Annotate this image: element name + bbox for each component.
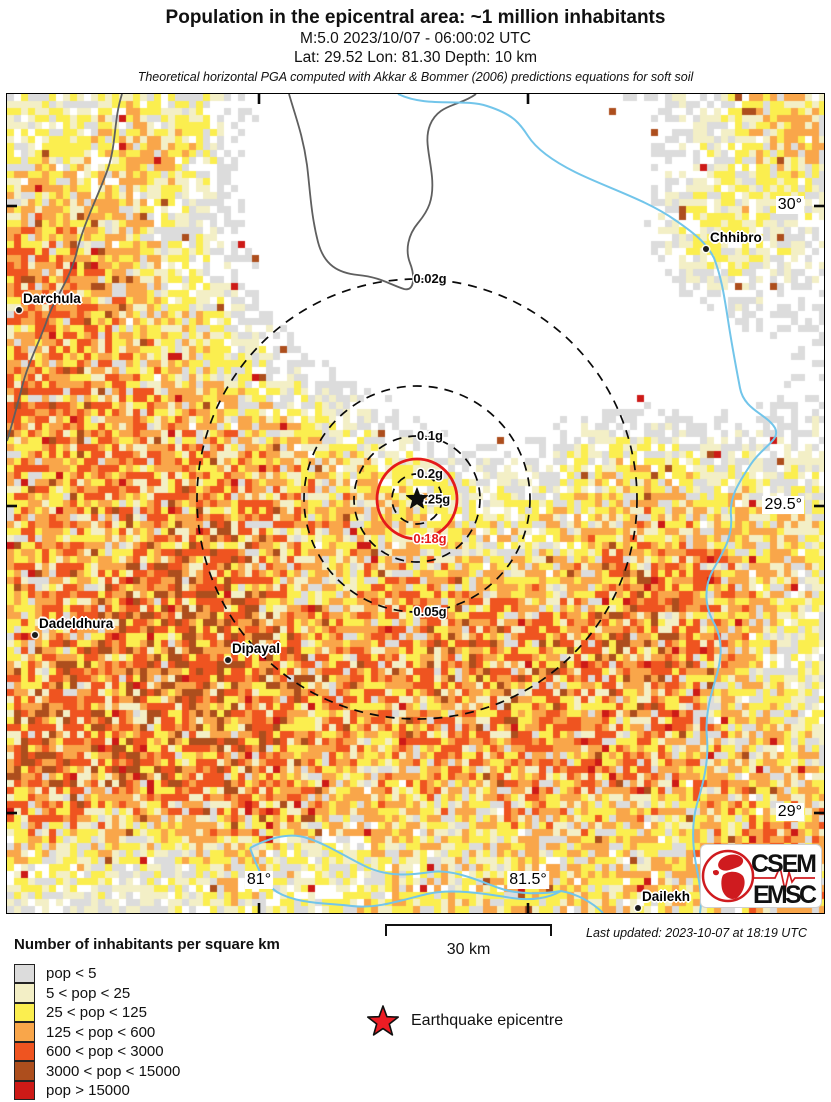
lon-label-81.5°: 81.5° — [507, 871, 549, 889]
legend-swatch — [14, 1080, 35, 1100]
city-dot-dadeldhura — [32, 632, 38, 638]
pga-ring-0.1g — [353, 435, 481, 563]
legend-title: Number of inhabitants per square km — [14, 936, 280, 953]
epicentre-label: Earthquake epicentre — [411, 1012, 564, 1029]
legend-swatch — [14, 1002, 35, 1022]
logo-globe-europe — [718, 854, 744, 871]
river-south-outlet — [560, 890, 604, 913]
lat-label-29°: 29° — [775, 803, 804, 821]
population-legend: Number of inhabitants per square km pop … — [14, 936, 280, 1101]
legend-swatch — [14, 1061, 35, 1081]
event-location: Lat: 29.52 Lon: 81.30 Depth: 10 km — [293, 48, 537, 66]
scale-bar-label: 30 km — [446, 941, 491, 958]
legend-label: 125 < pop < 600 — [46, 1023, 156, 1041]
last-updated-text: Last updated: 2023-10-07 at 18:19 UTC — [586, 926, 807, 940]
lat-label-29.5°: 29.5° — [762, 496, 804, 514]
pga-rings: 0.02g 0.05g 0.1g 0.2g 0.18g — [196, 270, 638, 720]
city-dot-chhibro — [703, 246, 709, 252]
pga-model-note: Theoretical horizontal PGA computed with… — [137, 70, 694, 84]
river-east — [397, 94, 778, 913]
event-magnitude-time: M:5.0 2023/10/07 - 06:00:02 UTC — [300, 30, 531, 47]
river-south-lower-channel — [249, 847, 562, 908]
city-label-dipayal: Dipayal — [232, 641, 281, 656]
city-dot-dipayal — [225, 657, 231, 663]
legend-swatch — [14, 1041, 35, 1061]
city-label-dailekh: Dailekh — [642, 889, 691, 904]
pga-ring-label-0.1g: 0.1g — [417, 428, 443, 443]
city-label-chhibro: Chhibro — [710, 230, 762, 245]
population-map: 0.02g 0.05g 0.1g 0.2g 0.18g 0.25g Darchula Ch… — [6, 93, 825, 914]
scale-bar — [385, 924, 552, 936]
legend-label: 25 < pop < 125 — [46, 1004, 147, 1022]
page-title: Population in the epicentral area: ~1 mi… — [165, 7, 666, 28]
legend-row: pop < 5 — [14, 963, 280, 984]
legend-row: 125 < pop < 600 — [14, 1022, 280, 1043]
legend-label: 5 < pop < 25 — [46, 984, 131, 1002]
map-overlay: 0.02g 0.05g 0.1g 0.2g 0.18g 0.25g — [7, 94, 824, 913]
legend-row: 600 < pop < 3000 — [14, 1041, 280, 1062]
city-label-dadeldhura: Dadeldhura — [39, 616, 114, 631]
legend-row: 3000 < pop < 15000 — [14, 1061, 280, 1082]
lat-label-30°: 30° — [775, 196, 804, 214]
legend-label: 600 < pop < 3000 — [46, 1043, 164, 1061]
epicenter-star-icon — [406, 487, 428, 509]
legend-swatch — [14, 983, 35, 1003]
lon-label-81°: 81° — [244, 871, 274, 889]
legend-row: 25 < pop < 125 — [14, 1002, 280, 1023]
pga-ring-0.18g — [375, 457, 459, 541]
legend-label: pop < 5 — [46, 965, 97, 983]
pga-ring-label-0.02g: 0.02g — [413, 271, 446, 286]
legend-label: 3000 < pop < 15000 — [46, 1062, 181, 1080]
logo-globe-icon — [701, 849, 755, 903]
legend-swatch — [14, 1022, 35, 1042]
pga-ring-0.05g — [303, 385, 531, 613]
city-label-darchula: Darchula — [23, 291, 81, 306]
city-dot-darchula — [16, 307, 22, 313]
legend-row: 5 < pop < 25 — [14, 983, 280, 1004]
pga-ring-0.02g — [196, 278, 638, 720]
legend-row: pop > 15000 — [14, 1080, 280, 1101]
logo-globe-africa — [721, 871, 745, 899]
logo-seismogram-icon — [753, 864, 815, 891]
graticule-ticks — [7, 94, 824, 913]
city-dot-dailekh — [635, 905, 641, 911]
country-border-north — [288, 94, 477, 291]
csem-emsc-logo: CSEM EMSC — [700, 844, 822, 908]
logo-csem-text: CSEM — [751, 850, 817, 878]
epicentre-star-icon — [367, 1005, 399, 1036]
epicenter-marker: 0.25g — [406, 487, 452, 509]
pga-ring-0.2g — [391, 473, 443, 525]
logo-emsc-text: EMSC — [753, 881, 817, 905]
legend-swatch — [14, 963, 35, 983]
pga-ring-label-0.2g: 0.2g — [417, 466, 443, 481]
epicentre-legend: Earthquake epicentre — [365, 1003, 563, 1039]
country-border-northwest — [7, 94, 123, 442]
logo-globe-iberia — [713, 869, 719, 876]
header: Population in the epicentral area: ~1 mi… — [0, 0, 831, 85]
river-south-upper-channel — [249, 834, 562, 895]
pga-ring-label-0.18g: 0.18g — [413, 531, 446, 546]
legend-label: pop > 15000 — [46, 1082, 130, 1100]
pga-ring-label-0.05g: 0.05g — [413, 604, 446, 619]
